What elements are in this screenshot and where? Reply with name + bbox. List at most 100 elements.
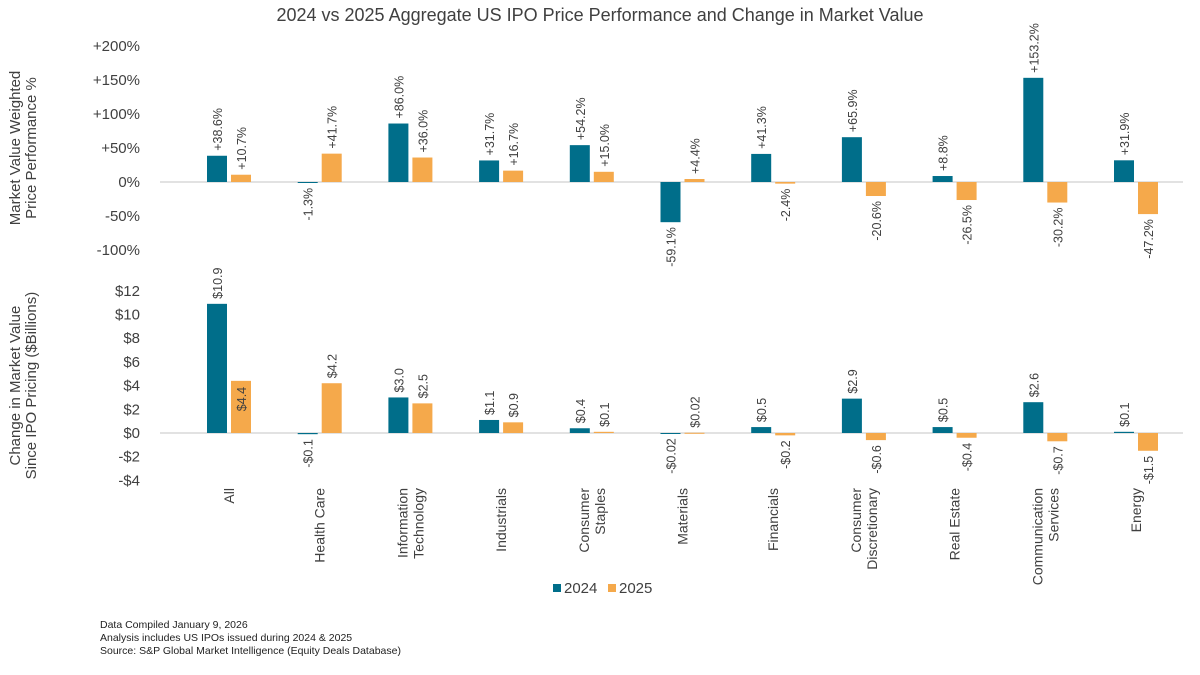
data-label-2025: -20.6% (870, 201, 884, 241)
y-axis-title: Since IPO Pricing ($Billions) (23, 292, 40, 480)
data-label-2025: +4.4% (689, 138, 703, 174)
data-label-2024: +65.9% (846, 89, 860, 132)
y-tick-label: $6 (123, 354, 140, 371)
bar-2025 (956, 433, 977, 438)
bar-2024 (207, 155, 227, 182)
data-label-2025: $2.5 (416, 374, 430, 398)
category-label: Services (1045, 488, 1061, 542)
y-tick-label: +150% (93, 72, 140, 89)
bar-2024 (297, 182, 318, 183)
bar-2025 (865, 182, 886, 197)
data-label-2024: +86.0% (392, 76, 406, 119)
bar-2024 (388, 397, 409, 433)
legend-swatch-2024 (553, 584, 561, 592)
category-label: Industrials (493, 488, 509, 552)
data-label-2025: -47.2% (1142, 219, 1156, 259)
bar-2025 (1138, 182, 1158, 215)
bar-2024 (1114, 160, 1134, 182)
category-label: Communication (1029, 488, 1045, 585)
category-label: Staples (592, 488, 608, 535)
bar-2025 (503, 422, 524, 433)
bar-2024 (297, 433, 318, 435)
note-compiled: Data Compiled January 9, 2026 (100, 619, 248, 631)
y-tick-label: $12 (115, 283, 140, 300)
category-label: Health Care (312, 488, 328, 563)
note-analysis: Analysis includes US IPOs issued during … (100, 632, 353, 644)
category-label: Information (394, 488, 410, 558)
data-label-2025: $4.2 (326, 354, 340, 378)
data-label-2024: $3.0 (392, 368, 406, 392)
y-tick-label: $2 (123, 401, 140, 418)
y-tick-label: $4 (123, 378, 140, 395)
y-axis-title: Change in Market Value (7, 306, 24, 466)
legend-label-2024: 2024 (564, 580, 597, 597)
bar-2024 (388, 123, 409, 182)
bar-2025 (321, 153, 342, 182)
note-source: Source: S&P Global Market Intelligence (… (100, 645, 401, 657)
category-label: Consumer (848, 488, 864, 553)
data-label-2025: $0.9 (507, 393, 521, 417)
data-label-2024: +31.7% (483, 113, 497, 156)
data-label-2025: -$0.7 (1051, 446, 1065, 475)
data-label-2025: +16.7% (507, 123, 521, 166)
bar-2025 (231, 380, 251, 433)
bar-2024 (207, 303, 227, 433)
data-label-2025: -$0.6 (870, 445, 884, 474)
bar-2024 (569, 145, 590, 182)
bar-2025 (684, 432, 705, 434)
data-label-2024: -1.3% (302, 188, 316, 221)
bar-2025 (593, 171, 614, 182)
category-label: Materials (675, 488, 691, 545)
data-label-2024: +153.2% (1027, 23, 1041, 73)
bar-2025 (1138, 433, 1158, 451)
category-label: Discretionary (864, 488, 880, 570)
data-label-2025: $0.02 (689, 396, 703, 427)
y-tick-label: $10 (115, 307, 140, 324)
y-tick-label: -$2 (118, 449, 140, 466)
legend-swatch-2025 (608, 584, 616, 592)
bar-2025 (684, 179, 705, 182)
bar-2024 (660, 182, 681, 223)
bar-2024 (479, 419, 500, 433)
data-label-2025: +41.7% (326, 106, 340, 149)
category-label: Consumer (576, 488, 592, 553)
data-label-2024: -$0.1 (302, 439, 316, 468)
bar-2024 (751, 427, 772, 433)
data-label-2024: $0.5 (755, 398, 769, 422)
data-label-2024: $2.9 (846, 369, 860, 393)
data-label-2024: $0.4 (574, 399, 588, 423)
data-label-2024: +41.3% (755, 106, 769, 149)
bar-2024 (569, 428, 590, 433)
category-label: All (221, 488, 237, 504)
y-tick-label: $0 (123, 425, 140, 442)
data-label-2025: $4.4 (235, 387, 249, 411)
data-label-2025: -$1.5 (1142, 456, 1156, 485)
bar-2025 (503, 170, 524, 182)
data-label-2024: -59.1% (665, 227, 679, 267)
bar-2024 (1023, 77, 1044, 182)
bar-2025 (775, 182, 796, 184)
y-tick-label: -$4 (118, 472, 140, 489)
category-label: Energy (1128, 488, 1144, 532)
data-label-2025: -$0.4 (961, 443, 975, 472)
category-label: Technology (410, 488, 426, 559)
bar-2025 (412, 403, 433, 433)
data-label-2025: -2.4% (779, 189, 793, 222)
data-label-2025: +36.0% (416, 110, 430, 153)
y-tick-label: -50% (105, 208, 140, 225)
footnotes: Data Compiled January 9, 2026 Analysis i… (100, 619, 401, 658)
data-label-2025: +10.7% (235, 127, 249, 170)
bar-2024 (1023, 402, 1044, 433)
data-label-2025: -$0.2 (779, 440, 793, 469)
y-tick-label: $8 (123, 330, 140, 347)
bar-2025 (593, 431, 614, 433)
bar-2024 (751, 153, 772, 182)
data-label-2025: $0.1 (598, 402, 612, 426)
bar-2024 (841, 398, 862, 433)
category-label: Real Estate (947, 488, 963, 561)
bar-2024 (660, 433, 681, 434)
y-tick-label: +50% (101, 140, 140, 157)
chart-title: 2024 vs 2025 Aggregate US IPO Price Perf… (276, 5, 923, 25)
bar-2024 (479, 160, 500, 182)
